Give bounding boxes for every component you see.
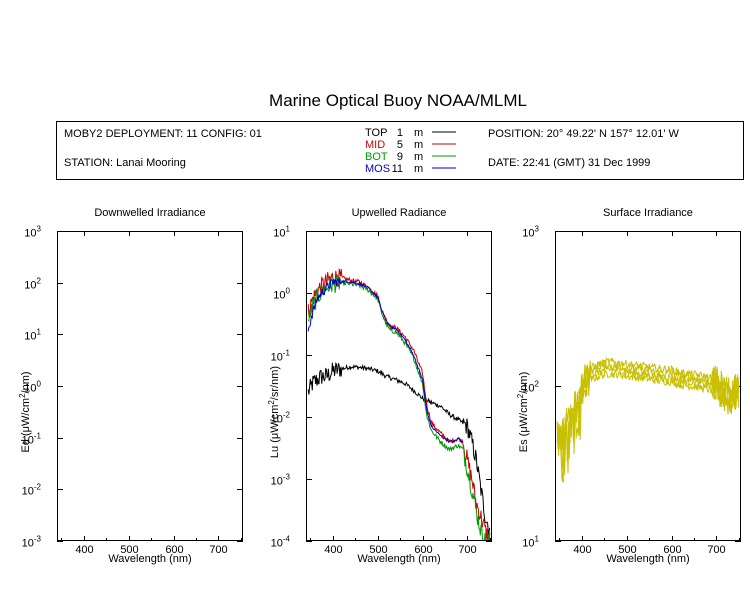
chart-title: Marine Optical Buoy NOAA/MLML: [269, 91, 527, 110]
y-tick-label: 10-1: [22, 432, 42, 447]
legend-depth-top: 1: [397, 127, 403, 139]
x-tick-label: 700: [458, 544, 476, 556]
y-tick-label: 103: [522, 225, 539, 240]
y-tick-label: 102: [522, 380, 539, 395]
legend-label-mid: MID: [365, 139, 385, 151]
station-text: STATION: Lanai Mooring: [64, 157, 186, 169]
panel-title: Downwelled Irradiance: [94, 207, 205, 219]
x-axis-label: Wavelength (nm): [357, 553, 440, 565]
legend-unit-top: m: [414, 127, 423, 139]
y-tick-label: 101: [522, 535, 539, 550]
chart-panels: Downwelled Irradiance 400 500 600 700 10-3 10-…: [18, 207, 741, 565]
legend-unit-mid: m: [414, 139, 423, 151]
panel-surface-irradiance: Surface Irradiance 400 500 600 700 101 102 103 W…: [516, 207, 741, 565]
y-axis-label: Lu (μW/cm2/sr/nm): [267, 366, 281, 458]
x-axis-label: Wavelength (nm): [606, 553, 689, 565]
x-tick-label: 400: [573, 544, 591, 556]
legend-label-mos: MOS: [365, 163, 390, 175]
legend-depth-mid: 5: [397, 139, 403, 151]
y-axis-label: Es (μW/cm2/nm): [516, 372, 530, 452]
panel-downwelled-irradiance: Downwelled Irradiance 400 500 600 700 10-3 10-…: [18, 207, 243, 565]
info-box: MOBY2 DEPLOYMENT: 11 CONFIG: 01 STATION:…: [56, 121, 744, 180]
legend-depth-bot: 9: [397, 151, 403, 163]
series-line-bot: [307, 274, 491, 540]
series-line-es: [556, 360, 740, 483]
y-tick-label: 100: [273, 287, 290, 302]
x-tick-label: 500: [369, 544, 387, 556]
x-tick-label: 700: [707, 544, 725, 556]
x-tick-label: 600: [165, 544, 183, 556]
y-tick-label: 10-2: [271, 411, 291, 426]
legend-label-top: TOP: [365, 127, 387, 139]
legend-item-bot: BOT 9 m: [365, 151, 456, 163]
y-tick-label: 103: [24, 225, 41, 240]
x-tick-label: 400: [324, 544, 342, 556]
panel-title: Upwelled Radiance: [352, 207, 447, 219]
info-box-frame: [56, 121, 744, 180]
y-axis-label: Ed (μW/cm2/nm): [18, 371, 32, 452]
y-tick-label: 10-4: [271, 535, 291, 550]
plot-frame: [57, 231, 243, 541]
series-line-mid: [307, 268, 491, 540]
y-tick-label: 10-3: [271, 473, 291, 488]
y-tick-label: 102: [24, 277, 41, 292]
x-tick-label: 400: [75, 544, 93, 556]
y-tick-label: 100: [24, 380, 41, 395]
series-line-top: [307, 362, 491, 535]
panel-upwelled-radiance: Upwelled Radiance 400 500 600 700 10-4 10-3 10-…: [267, 207, 492, 565]
x-axis-label: Wavelength (nm): [108, 553, 191, 565]
depth-legend: TOP 1 m MID 5 m BOT 9 m MOS 11 m: [365, 127, 456, 175]
deployment-text: MOBY2 DEPLOYMENT: 11 CONFIG: 01: [64, 128, 262, 140]
y-tick-label: 101: [273, 225, 290, 240]
y-tick-label: 10-1: [271, 349, 291, 364]
y-tick-label: 101: [24, 328, 41, 343]
legend-label-bot: BOT: [365, 151, 388, 163]
legend-item-mid: MID 5 m: [365, 139, 456, 151]
legend-unit-mos: m: [414, 163, 423, 175]
x-tick-label: 600: [663, 544, 681, 556]
x-tick-label: 500: [120, 544, 138, 556]
legend-unit-bot: m: [414, 151, 423, 163]
series-line-es: [556, 356, 740, 476]
legend-item-top: TOP 1 m: [365, 127, 456, 139]
plot-frame: [306, 231, 492, 541]
position-text: POSITION: 20° 49.22' N 157° 12.01' W: [488, 128, 680, 140]
legend-item-mos: MOS 11 m: [365, 163, 456, 175]
y-tick-label: 10-2: [22, 483, 42, 498]
panel-title: Surface Irradiance: [603, 207, 693, 219]
series-line-mos: [307, 277, 464, 444]
x-tick-label: 600: [414, 544, 432, 556]
x-tick-label: 700: [209, 544, 227, 556]
legend-depth-mos: 11: [392, 163, 403, 175]
date-text: DATE: 22:41 (GMT) 31 Dec 1999: [488, 157, 650, 169]
x-tick-label: 500: [618, 544, 636, 556]
y-tick-label: 10-3: [22, 535, 42, 550]
